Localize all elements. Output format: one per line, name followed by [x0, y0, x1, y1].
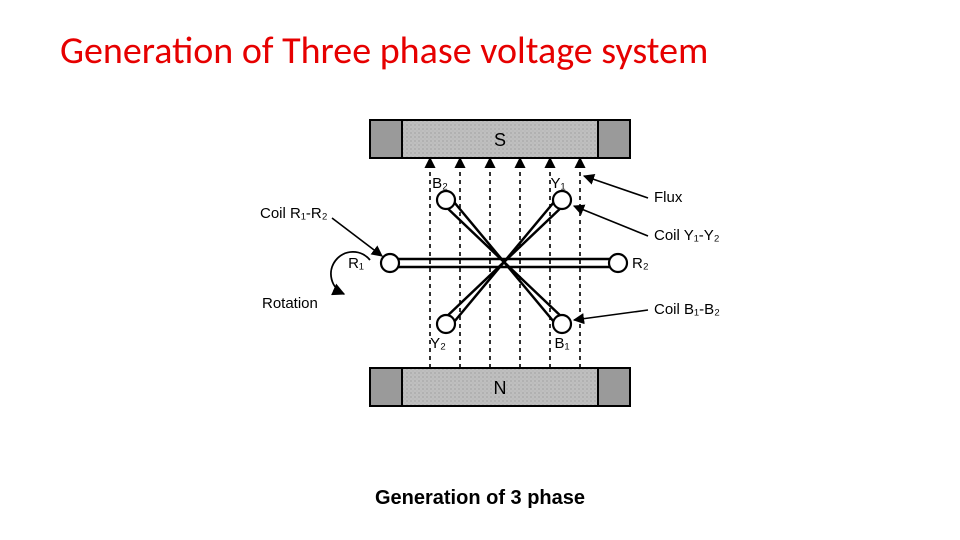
label-R1: R₁ — [348, 255, 364, 272]
coil-end-B1 — [553, 315, 571, 333]
magnet-bottom-label: N — [494, 378, 507, 398]
magnet-bottom: N — [370, 368, 630, 406]
label-rotation: Rotation — [262, 295, 318, 312]
leader-flux — [584, 176, 648, 198]
leader-coil-Y — [574, 206, 648, 236]
magnet-top: S — [370, 120, 630, 158]
label-R2: R₂ — [632, 255, 649, 272]
coil-end-B2 — [437, 191, 455, 209]
label-B1: B₁ — [554, 335, 569, 352]
coil-end-R1 — [381, 254, 399, 272]
label-coil-Y: Coil Y₁-Y₂ — [654, 227, 720, 244]
page-title: Generation of Three phase voltage system — [60, 28, 708, 74]
leader-coil-R — [332, 218, 382, 256]
coil-end-R2 — [609, 254, 627, 272]
coil-end-Y1 — [553, 191, 571, 209]
three-phase-diagram-svg: S N — [210, 100, 750, 430]
diagram-caption: Generation of 3 phase — [0, 487, 960, 510]
leader-coil-B — [574, 310, 648, 320]
label-flux: Flux — [654, 189, 683, 206]
coil-B — [443, 196, 565, 328]
label-coil-R: Coil R₁-R₂ — [260, 205, 328, 222]
label-coil-B: Coil B₁-B₂ — [654, 301, 720, 318]
coil-end-Y2 — [437, 315, 455, 333]
label-B2: B₂ — [432, 175, 448, 192]
diagram: S N — [210, 100, 750, 480]
magnet-top-label: S — [494, 130, 506, 150]
label-Y2: Y₂ — [430, 335, 446, 352]
slide: Generation of Three phase voltage system… — [0, 0, 960, 540]
label-Y1: Y₁ — [550, 175, 565, 192]
